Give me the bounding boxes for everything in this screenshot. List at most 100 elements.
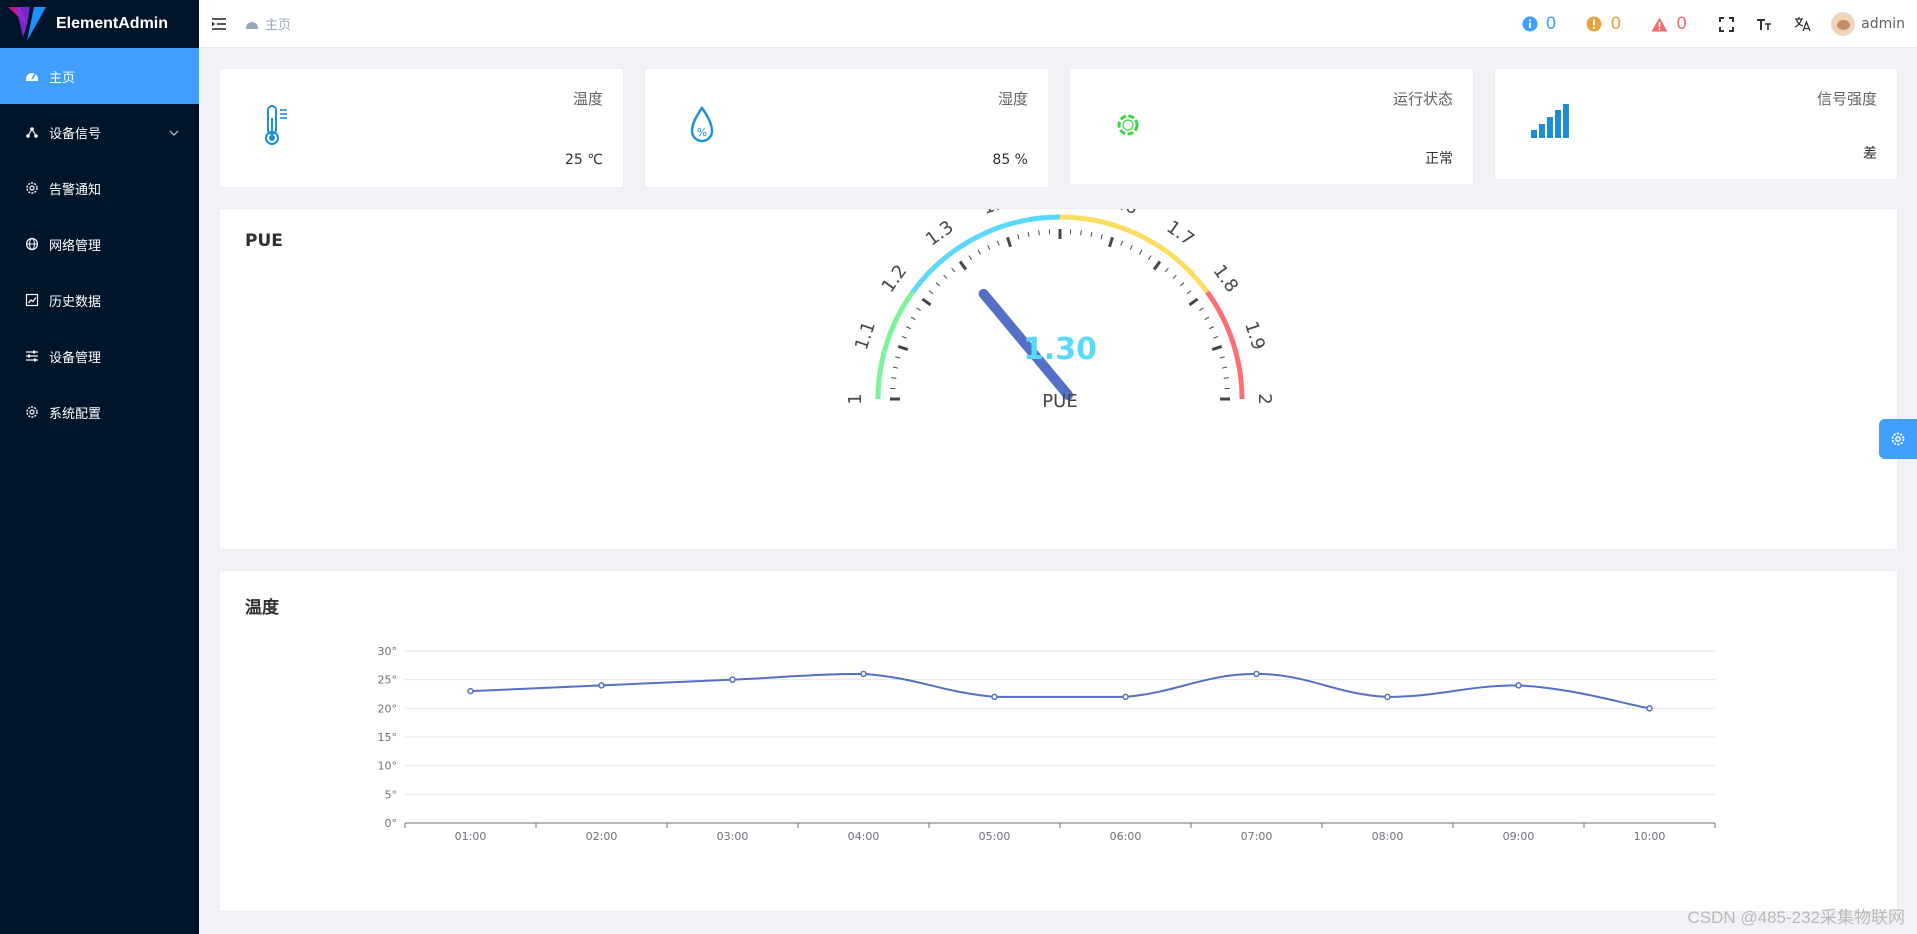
gauge-tick	[1017, 234, 1020, 240]
data-point	[467, 687, 474, 695]
gear-icon	[24, 180, 40, 196]
info-badge[interactable]: 0	[1522, 14, 1556, 34]
running-status-card: 运行状态 正常	[1069, 68, 1474, 185]
signal-strength-card: 信号强度 差	[1494, 68, 1898, 180]
sidebar-item-label: 设备信号	[49, 126, 102, 142]
series-points	[467, 670, 1653, 712]
data-point	[598, 682, 605, 689]
gauge-value-text: 1.30	[1023, 332, 1097, 367]
x-tick-label: 01:00	[455, 830, 487, 843]
gauge-tick	[905, 326, 911, 330]
gauge-tick	[895, 356, 901, 359]
sidebar-item-alarm[interactable]: 告警通知	[0, 160, 199, 216]
gauge-tick	[1129, 244, 1133, 250]
gauge-tick	[943, 274, 948, 280]
gauge-tick	[1219, 356, 1225, 359]
temperature-chart-panel: 温度 0° 5° 10° 15° 20° 25° 30° 01:00 02:00 03:00 04…	[219, 570, 1898, 912]
stat-label: 运行状态	[1392, 90, 1453, 108]
font-size-icon[interactable]	[1755, 15, 1773, 33]
chevron-down-icon	[169, 126, 179, 141]
translate-icon[interactable]	[1793, 15, 1811, 33]
sidebar-item-network[interactable]: 网络管理	[0, 216, 199, 272]
gauge-tick-label: 1	[845, 393, 866, 404]
gauge-tick	[1223, 377, 1229, 379]
gauge-tick	[1211, 345, 1223, 351]
hamburger-icon[interactable]	[209, 14, 229, 34]
gauge-tick-label: 1.7	[1162, 217, 1198, 251]
gauge-tick	[996, 240, 1000, 246]
gauge-ticks	[890, 229, 1230, 401]
temperature-line-chart: 0° 5° 10° 15° 20° 25° 30° 01:00 02:00 03:00 04:00…	[378, 645, 1716, 843]
sidebar-item-home[interactable]: 主页	[0, 48, 199, 104]
signal-bars-icon	[1529, 103, 1571, 143]
gauge-tick	[916, 307, 921, 312]
sidebar: ElementAdmin 主页 设备信号 告警通知 网络管理 历史数据	[0, 0, 199, 934]
panel-title: PUE	[245, 231, 283, 251]
gauge-tick	[951, 267, 956, 273]
gauge-tick	[1186, 290, 1192, 295]
gauge-tick	[1204, 316, 1210, 320]
sidebar-item-system-config[interactable]: 系统配置	[0, 384, 199, 440]
series-line	[470, 672, 1650, 710]
gauge-band-1	[910, 214, 1061, 294]
element-admin-logo-icon	[8, 7, 46, 41]
watermark: CSDN @485-232采集物联网	[1687, 908, 1905, 927]
y-tick-label: 5°	[385, 788, 398, 801]
sidebar-item-history[interactable]: 历史数据	[0, 272, 199, 328]
gauge-tick	[1164, 267, 1169, 273]
x-tick-label: 03:00	[717, 830, 749, 843]
y-tick-label: 30°	[378, 645, 398, 658]
panel-title: 温度	[245, 598, 279, 618]
gauge-tick-label: 1.4	[980, 209, 1014, 219]
sliders-icon	[24, 348, 40, 364]
data-point	[860, 670, 867, 678]
x-tick-label: 06:00	[1110, 830, 1142, 843]
sidebar-item-label: 网络管理	[49, 238, 102, 254]
data-point	[1253, 670, 1260, 678]
alert-badge[interactable]: 0	[1651, 14, 1687, 34]
data-point	[729, 676, 736, 683]
gauge-bands	[875, 214, 1245, 400]
warning-badge[interactable]: 0	[1586, 14, 1621, 34]
breadcrumb-item[interactable]: 主页	[265, 18, 292, 33]
gauge-tick	[1152, 260, 1162, 271]
sidebar-item-device-signal[interactable]: 设备信号	[0, 104, 199, 160]
gauge-tick	[891, 377, 897, 379]
data-point	[991, 693, 998, 701]
gauge-tick	[935, 282, 941, 287]
logo[interactable]: ElementAdmin	[0, 0, 199, 48]
gauge-band-3	[1205, 290, 1245, 400]
y-tick-label: 15°	[378, 731, 398, 744]
data-point	[1384, 693, 1391, 701]
fullscreen-icon[interactable]	[1717, 15, 1735, 33]
y-tick-label: 10°	[378, 760, 398, 773]
gauge-tick	[910, 316, 916, 320]
settings-drawer-button[interactable]	[1879, 419, 1917, 459]
humidity-drop-icon: %	[688, 105, 716, 150]
gauge-tick	[1108, 236, 1114, 248]
dashboard-icon	[245, 18, 259, 30]
running-status-icon	[1115, 112, 1141, 142]
sidebar-item-device-manage[interactable]: 设备管理	[0, 328, 199, 384]
globe-icon	[24, 236, 40, 252]
gauge-tick	[1038, 230, 1040, 236]
user-menu[interactable]: admin	[1831, 12, 1905, 36]
x-tick-label: 08:00	[1372, 830, 1404, 843]
gauge-tick	[901, 335, 907, 339]
humidity-card: % 湿度 85 %	[644, 68, 1049, 188]
chart-icon	[24, 292, 40, 308]
sidebar-item-label: 告警通知	[49, 182, 102, 198]
top-navbar: 主页 0 0 0 admin	[199, 0, 1917, 48]
gauge-tick-label: 1.8	[1209, 261, 1243, 297]
x-tick-label: 10:00	[1634, 830, 1666, 843]
thermometer-icon	[263, 104, 289, 150]
x-tick-label: 05:00	[979, 830, 1011, 843]
gauge-tick-label: 1.9	[1240, 319, 1269, 353]
gauge-tick	[987, 244, 991, 250]
gauge-tick	[1080, 230, 1082, 236]
stat-value: 25 ℃	[565, 152, 603, 168]
temperature-card: 温度 25 ℃	[219, 68, 624, 188]
y-tick-label: 0°	[385, 817, 398, 830]
gauge-tick	[977, 249, 981, 255]
gauge-tick	[1172, 274, 1177, 280]
